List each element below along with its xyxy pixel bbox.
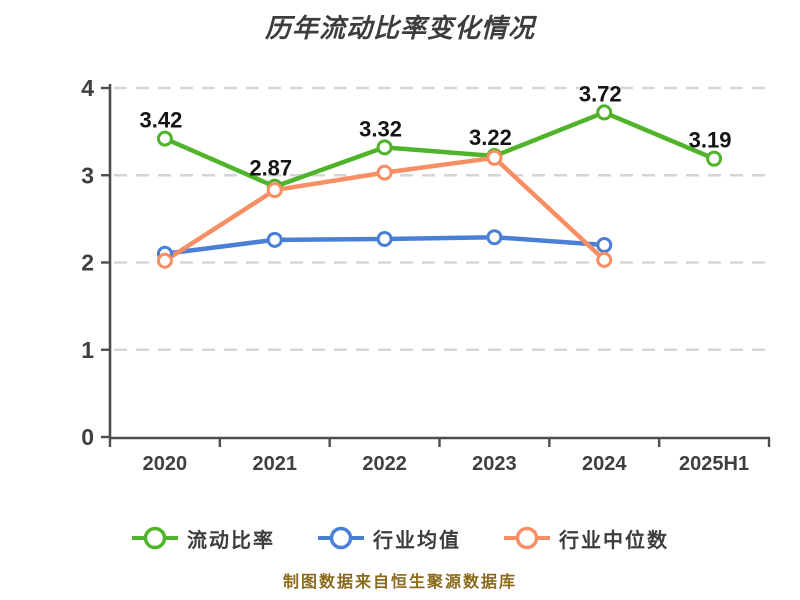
data-point-2-2021 <box>266 182 283 199</box>
chart-legend: 流动比率 行业均值 行业中位数 <box>0 518 800 558</box>
y-axis-tick-label: 4 <box>81 75 94 101</box>
data-point-1-2021 <box>266 231 283 248</box>
series-line-0 <box>162 110 717 189</box>
data-label-2021: 2.87 <box>249 156 292 181</box>
data-label-2024: 3.72 <box>579 81 622 106</box>
data-point-2-2024 <box>596 251 613 268</box>
data-point-0-2024 <box>596 104 613 121</box>
data-point-0-2020 <box>156 130 173 147</box>
x-axis-tick-label: 2021 <box>253 453 298 475</box>
data-point-2-2023 <box>486 149 503 166</box>
data-point-2-2020 <box>156 252 173 269</box>
data-point-1-2023 <box>486 229 503 246</box>
data-source-note: 制图数据来自恒生聚源数据库 <box>282 574 517 591</box>
x-axis-tick-label: 2020 <box>143 453 188 475</box>
x-axis-tick-label: 2023 <box>472 453 517 475</box>
data-label-2020: 3.42 <box>140 108 183 133</box>
legend-item-industry-median[interactable]: 行业中位数 <box>503 524 669 553</box>
legend-item-current-ratio[interactable]: 流动比率 <box>131 524 275 553</box>
data-label-2023: 3.22 <box>469 125 512 150</box>
y-axis-tick-label: 3 <box>81 162 94 188</box>
legend-swatch-green-icon <box>132 526 178 550</box>
data-point-1-2024 <box>596 237 613 254</box>
data-label-2025H1: 3.19 <box>689 128 732 153</box>
data-point-0-2022 <box>376 139 393 156</box>
legend-item-industry-average[interactable]: 行业均值 <box>317 524 461 553</box>
data-point-2-2022 <box>376 164 393 181</box>
legend-swatch-orange-icon <box>504 526 550 550</box>
data-label-2022: 3.32 <box>359 116 402 141</box>
line-chart-plot: 0 1 2 3 4 2020 2021 2022 2023 2024 2025H1 3.42 2.87 3… <box>81 75 771 475</box>
x-axis-tick-label: 2022 <box>362 453 407 475</box>
chart-title: 历年流动比率变化情况 <box>264 13 535 43</box>
legend-label-industry-median: 行业中位数 <box>559 529 669 552</box>
x-axis-tick-label: 2025H1 <box>679 453 749 475</box>
y-axis-tick-label: 1 <box>81 337 94 363</box>
data-point-0-2025H1 <box>706 150 723 167</box>
legend-swatch-blue-icon <box>318 526 364 550</box>
data-point-1-2022 <box>376 230 393 247</box>
y-axis-tick-label: 2 <box>81 250 94 276</box>
legend-label-industry-average: 行业均值 <box>373 529 461 552</box>
x-axis-tick-label: 2024 <box>582 453 627 475</box>
legend-label-current-ratio: 流动比率 <box>187 529 275 552</box>
y-axis-tick-label: 0 <box>81 424 94 450</box>
